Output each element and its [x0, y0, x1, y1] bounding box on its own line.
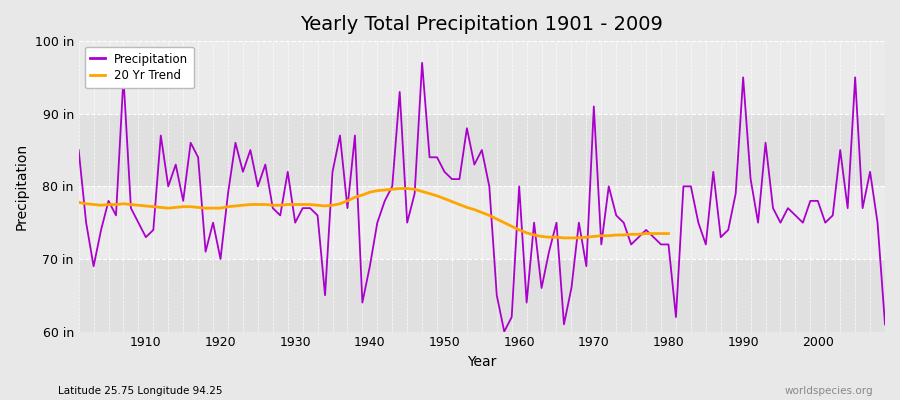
Bar	[78, 114, 885, 186]
Bar	[78, 41, 885, 114]
X-axis label: Year: Year	[467, 355, 497, 369]
Legend: Precipitation, 20 Yr Trend: Precipitation, 20 Yr Trend	[85, 47, 194, 88]
Y-axis label: Precipitation: Precipitation	[15, 143, 29, 230]
Bar	[78, 186, 885, 259]
Bar	[78, 259, 885, 332]
Text: Latitude 25.75 Longitude 94.25: Latitude 25.75 Longitude 94.25	[58, 386, 223, 396]
Title: Yearly Total Precipitation 1901 - 2009: Yearly Total Precipitation 1901 - 2009	[301, 15, 663, 34]
Text: worldspecies.org: worldspecies.org	[785, 386, 873, 396]
